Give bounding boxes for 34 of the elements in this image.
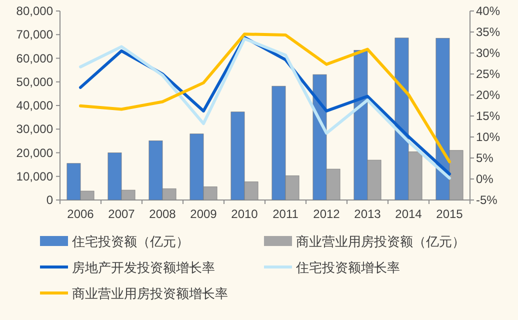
x-tick-label: 2007 <box>108 207 136 221</box>
y2-tick-label: 35% <box>476 25 500 39</box>
y-tick-label: 50,000 <box>16 74 54 89</box>
legend-label: 商业营业用房投资额（亿元） <box>296 234 465 249</box>
legend-label: 住宅投资额增长率 <box>295 260 400 275</box>
legend-label: 住宅投资额（亿元） <box>71 234 189 249</box>
legend-label: 房地产开发投资额增长率 <box>72 260 215 275</box>
y-tick-label: 0 <box>46 193 54 207</box>
y2-tick-label: 20% <box>476 88 500 102</box>
y2-tick-label: 40% <box>476 4 500 18</box>
y2-tick-label: 10% <box>476 130 500 144</box>
y2-tick-label: 15% <box>476 109 500 123</box>
x-tick-label: 2008 <box>149 207 176 221</box>
y2-tick-label: 30% <box>476 46 500 60</box>
y2-tick-label: -5% <box>476 193 498 207</box>
y-tick-label: 10,000 <box>16 169 54 184</box>
legend-label: 商业营业用房投资额增长率 <box>72 286 228 301</box>
x-tick-label: 2009 <box>190 207 218 221</box>
x-tick-label: 2013 <box>354 207 382 221</box>
y-tick-label: 20,000 <box>16 146 54 160</box>
y2-tick-label: 25% <box>476 67 500 81</box>
y-tick-label: 80,000 <box>16 4 54 18</box>
y-tick-label: 60,000 <box>16 51 54 66</box>
x-tick-label: 2015 <box>436 207 464 221</box>
y2-tick-label: 0% <box>476 172 494 186</box>
y2-tick-label: 5% <box>476 151 494 165</box>
x-tick-label: 2006 <box>67 207 94 221</box>
x-tick-label: 2011 <box>272 207 299 221</box>
y-tick-label: 40,000 <box>16 98 54 112</box>
x-tick-label: 2012 <box>313 207 340 221</box>
x-tick-label: 2014 <box>395 207 422 221</box>
y-tick-label: 30,000 <box>16 122 54 136</box>
x-tick-label: 2010 <box>231 207 258 221</box>
y-tick-label: 70,000 <box>16 28 54 42</box>
